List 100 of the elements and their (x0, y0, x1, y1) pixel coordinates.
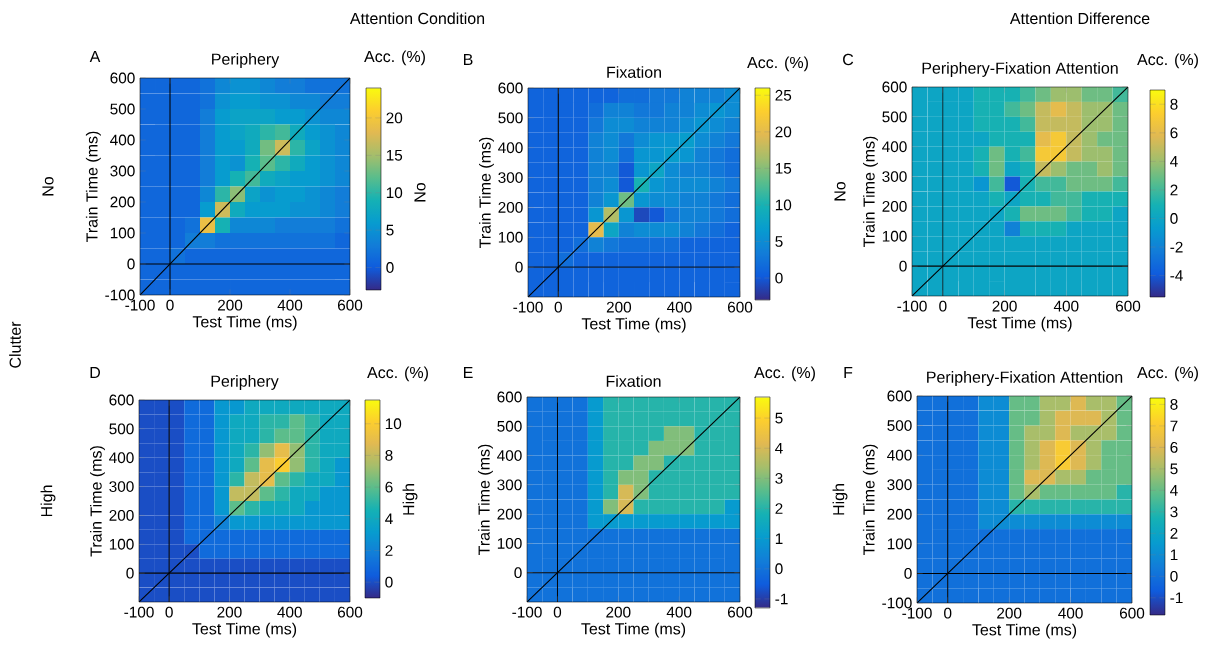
y-tick-label: 400 (497, 450, 522, 461)
text: Attention Condition (349, 12, 485, 25)
color-bar-label: 10 (775, 199, 792, 211)
color-bar-label: 1 (775, 533, 783, 544)
x-tick-label: 600 (337, 606, 363, 618)
y-axis-title: Train Time (ms) (863, 136, 878, 247)
x-tick-label: 200 (606, 606, 631, 618)
x-axis-title: Test Time (ms) (972, 623, 1077, 639)
y-tick-label: 0 (899, 260, 907, 272)
y-tick-label: 300 (498, 172, 523, 183)
color-bar-label: 2 (775, 503, 783, 514)
color-bar-label: 5 (1170, 463, 1178, 475)
y-tick-label: 300 (887, 479, 912, 491)
y-tick-label: 0 (904, 567, 912, 579)
color-bar-label: 2 (385, 545, 393, 556)
x-tick-label: 600 (1119, 607, 1145, 619)
color-bar-label: 25 (775, 89, 792, 101)
y-tick-label: 200 (887, 508, 912, 520)
y-tick-label: 400 (887, 449, 912, 461)
x-tick-label: 400 (277, 299, 303, 311)
chart-title: Periphery (212, 53, 280, 68)
y-tick-label: 200 (498, 201, 523, 213)
text: F (844, 366, 853, 378)
text: D (90, 366, 101, 378)
y-tick-label: 100 (109, 538, 134, 550)
y-tick-label: 500 (882, 111, 907, 123)
color-bar-label: 2 (1170, 184, 1178, 196)
color-bar-label: 15 (775, 163, 792, 174)
color-bar-label: 5 (775, 236, 783, 247)
y-tick-label: 100 (498, 231, 523, 243)
color-bar-label: 8 (1170, 399, 1178, 410)
x-tick-label: 0 (165, 606, 173, 618)
y-tick-label: 400 (498, 142, 523, 154)
y-tick-label: 100 (497, 537, 522, 549)
text: High (402, 484, 418, 515)
x-tick-label: 200 (606, 301, 632, 313)
x-tick-label: 200 (217, 299, 243, 311)
color-bar-label: 6 (1170, 441, 1178, 453)
color-bar-title: Acc. (%) (747, 56, 808, 72)
text: High (40, 485, 56, 517)
x-axis-title: Test Time (ms) (967, 316, 1072, 332)
y-tick-label: 0 (126, 567, 134, 579)
x-tick-label: 0 (554, 301, 562, 313)
y-axis-title: Train Time (ms) (862, 444, 878, 555)
y-tick-label: 200 (110, 196, 135, 208)
text: E (463, 366, 473, 378)
text: No (42, 176, 54, 196)
text: No (414, 182, 426, 202)
color-bar-title: Acc. (%) (754, 366, 815, 382)
color-bar-label: 0 (775, 272, 783, 284)
y-tick-label: 300 (882, 171, 907, 182)
x-axis-title: Test Time (ms) (581, 622, 686, 638)
y-tick-label: 300 (110, 165, 135, 177)
color-bar-label: 20 (386, 112, 403, 124)
x-tick-label: 400 (1058, 607, 1083, 619)
color-bar-label: 5 (386, 224, 394, 236)
chart-title: Periphery-Fixation Attention (922, 62, 1118, 77)
y-tick-label: 500 (497, 420, 522, 432)
x-tick-label: 200 (992, 300, 1017, 312)
y-tick-label: 400 (109, 452, 134, 464)
color-bar-label: -1 (775, 593, 788, 605)
color-bar-label: 8 (385, 450, 393, 461)
y-tick-label: 100 (887, 538, 912, 550)
x-tick-label: 200 (997, 607, 1022, 619)
color-bar-label: 3 (1170, 506, 1178, 518)
y-tick-label: 500 (110, 103, 135, 115)
chart-title: Periphery-Fixation Attention (927, 371, 1123, 386)
x-tick-label: 200 (217, 606, 242, 618)
color-bar-title: Acc. (%) (1137, 366, 1198, 382)
color-bar-label: 15 (386, 149, 403, 161)
text: B (463, 53, 473, 65)
y-axis-title: Train Time (ms) (478, 444, 493, 555)
color-bar-label: 7 (1170, 420, 1178, 432)
y-tick-label: 300 (497, 479, 522, 491)
color-bar-label: 4 (1170, 156, 1178, 167)
text: No (834, 181, 846, 201)
x-axis-title: Test Time (ms) (192, 622, 297, 638)
color-bar-label: -2 (1170, 241, 1183, 253)
x-tick-label: 0 (939, 300, 947, 312)
text: C (843, 53, 854, 66)
y-tick-label: 100 (110, 227, 135, 239)
y-axis-title: Train Time (ms) (85, 131, 101, 242)
color-bar-label: 8 (1170, 98, 1178, 110)
chart-title: Fixation (607, 66, 661, 78)
color-bar-label: 4 (775, 442, 783, 454)
chart-title: Periphery (211, 375, 279, 390)
y-tick-label: 0 (515, 261, 523, 273)
x-tick-label: 600 (727, 301, 753, 313)
color-bar-label: 6 (1170, 127, 1178, 139)
x-axis-title: Test Time (ms) (581, 317, 686, 333)
color-bar-label: 0 (775, 563, 783, 575)
color-bar-label: -1 (1170, 592, 1183, 604)
color-bar-label: 6 (385, 481, 393, 493)
text: Clutter (9, 321, 21, 368)
y-axis-title: Train Time (ms) (90, 446, 105, 557)
y-tick-label: 400 (110, 134, 135, 146)
y-tick-label: -100 (105, 289, 135, 301)
color-bar-label: 20 (775, 126, 792, 138)
y-tick-label: 600 (109, 394, 134, 406)
y-tick-label: -100 (882, 597, 912, 609)
